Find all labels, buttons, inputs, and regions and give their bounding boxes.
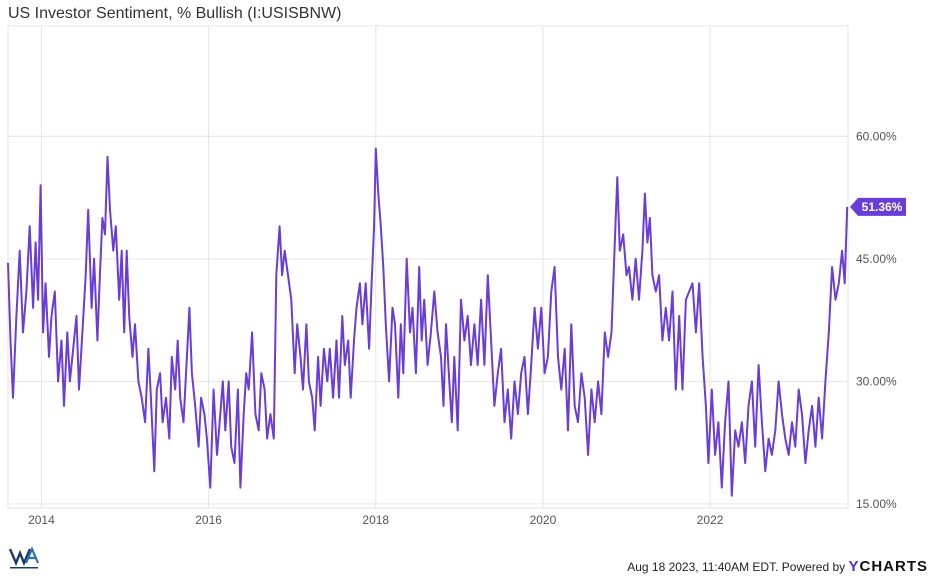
series-layer — [7, 147, 849, 497]
line-chart: 15.00% 30.00% 45.00% 60.00% 2014 2016 2018 202… — [7, 25, 906, 527]
x-axis-labels: 2014 2016 2018 2020 2022 — [28, 513, 724, 527]
y-axis-labels: 15.00% 30.00% 45.00% 60.00% — [856, 129, 897, 511]
x-tick-label: 2022 — [697, 513, 724, 527]
plot-frame — [7, 25, 849, 509]
last-value-badge-shape — [850, 197, 906, 216]
x-tick-label: 2020 — [530, 513, 557, 527]
timestamp-text: Aug 18 2023, 11:40AM EDT. Powered by — [627, 560, 846, 574]
y-tick-label: 60.00% — [856, 129, 897, 143]
y-tick-label: 15.00% — [856, 497, 897, 511]
ycharts-logo-y: Y — [848, 558, 860, 575]
bullish-series-line — [7, 147, 849, 497]
ycharts-logo[interactable]: YCHARTS — [848, 558, 928, 575]
last-value-label: 51.36% — [862, 200, 903, 214]
grid-lines — [7, 25, 849, 509]
x-tick-label: 2018 — [362, 513, 389, 527]
chart-title: US Investor Sentiment, % Bullish (I:USIS… — [8, 5, 342, 22]
x-tick-label: 2014 — [28, 513, 55, 527]
y-tick-label: 30.00% — [856, 374, 897, 388]
last-value-badge: 51.36% — [850, 197, 906, 216]
wealth-logo-icon — [8, 546, 40, 569]
ycharts-logo-text: CHARTS — [859, 558, 928, 575]
y-tick-label: 45.00% — [856, 252, 897, 266]
x-tick-label: 2016 — [195, 513, 222, 527]
footer-attribution: Aug 18 2023, 11:40AM EDT. Powered by YCH… — [627, 558, 928, 575]
